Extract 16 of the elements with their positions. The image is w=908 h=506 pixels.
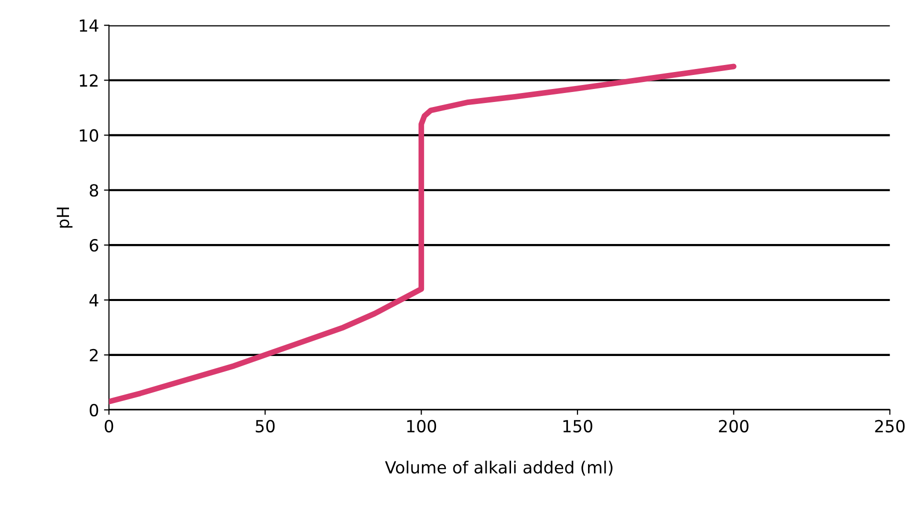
y-tick-label: 12	[80, 74, 98, 87]
x-tick-label: 0	[104, 420, 114, 432]
y-tick-label: 8	[90, 184, 98, 197]
y-tick-label: 10	[80, 129, 98, 142]
x-tick-label: 150	[563, 420, 592, 432]
x-tick-label: 100	[407, 420, 436, 432]
x-tick-label: 50	[256, 420, 275, 432]
y-tick-label: 0	[90, 404, 98, 416]
y-tick-label: 14	[80, 19, 98, 32]
x-tick-label: 200	[718, 420, 748, 432]
x-tick-label: 250	[875, 420, 905, 432]
y-tick-label: 4	[89, 294, 98, 306]
y-axis-title: pH	[56, 208, 72, 228]
y-tick-label: 2	[90, 348, 98, 362]
y-tick-label: 6	[90, 239, 98, 252]
x-axis-title: Volume of alkali added (ml)	[385, 460, 612, 476]
